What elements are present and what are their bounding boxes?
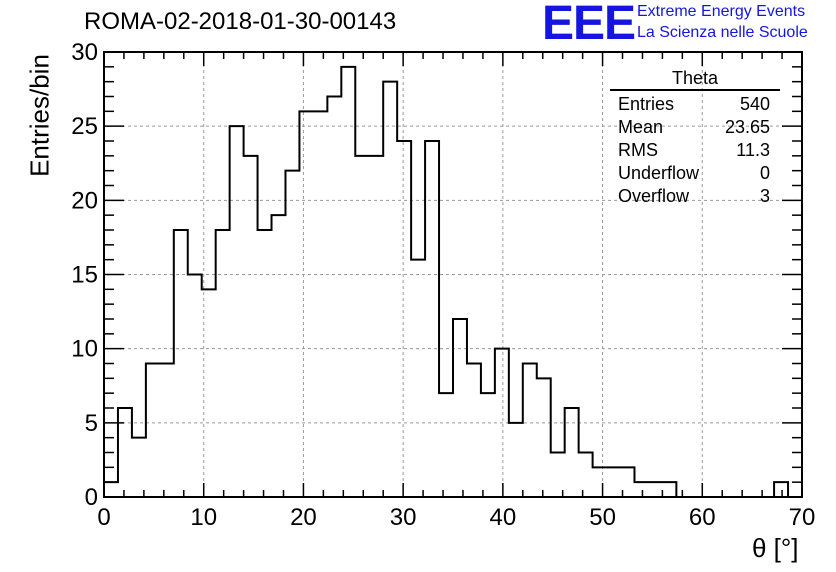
x-tick-label: 20 [290, 504, 317, 531]
stats-row-underflow: Underflow 0 [610, 162, 780, 185]
stats-value: 11.3 [736, 140, 770, 160]
x-tick-label: 70 [789, 504, 816, 531]
logo-line-2: La Scienza nelle Scuole [637, 24, 808, 41]
logo-line-1: Extreme Energy Events [637, 3, 806, 20]
x-tick-label: 40 [490, 504, 517, 531]
x-tick-label: 30 [390, 504, 417, 531]
y-tick-label: 10 [71, 336, 98, 363]
stats-value: 23.65 [724, 117, 770, 137]
stats-value: 540 [739, 94, 770, 114]
stats-box: Theta Entries 540 Mean 23.65 RMS 11.3 Un… [610, 68, 780, 208]
y-tick-label: 15 [71, 262, 98, 289]
y-tick-label: 20 [71, 187, 98, 214]
x-axis-label: θ [°] [752, 533, 799, 563]
stats-row-rms: RMS 11.3 [610, 139, 780, 162]
chart-title: ROMA-02-2018-01-30-00143 [84, 8, 397, 35]
x-tick-label: 0 [97, 504, 110, 531]
stats-value: 0 [759, 163, 770, 183]
y-tick-label: 30 [71, 39, 98, 66]
stats-row-entries: Entries 540 [610, 93, 780, 116]
stats-value: 3 [759, 186, 770, 206]
stats-label: Entries [618, 94, 675, 114]
y-tick-label: 0 [85, 484, 98, 511]
stats-label: Overflow [618, 186, 690, 206]
y-axis-label: Entries/bin [24, 54, 55, 177]
histogram-line [103, 65, 802, 498]
stats-label: Underflow [618, 163, 700, 183]
stats-label: Mean [618, 117, 664, 137]
x-tick-label: 50 [589, 504, 616, 531]
y-tick-label: 25 [71, 113, 98, 140]
stats-label: RMS [618, 140, 658, 160]
plot-frame [103, 51, 803, 498]
stats-row-mean: Mean 23.65 [610, 116, 780, 139]
x-tick-label: 60 [689, 504, 716, 531]
x-tick-label: 10 [190, 504, 217, 531]
eee-logo: EEE [542, 0, 636, 50]
stats-row-overflow: Overflow 3 [610, 185, 780, 208]
stats-title: Theta [610, 68, 780, 91]
y-tick-label: 5 [85, 410, 98, 437]
